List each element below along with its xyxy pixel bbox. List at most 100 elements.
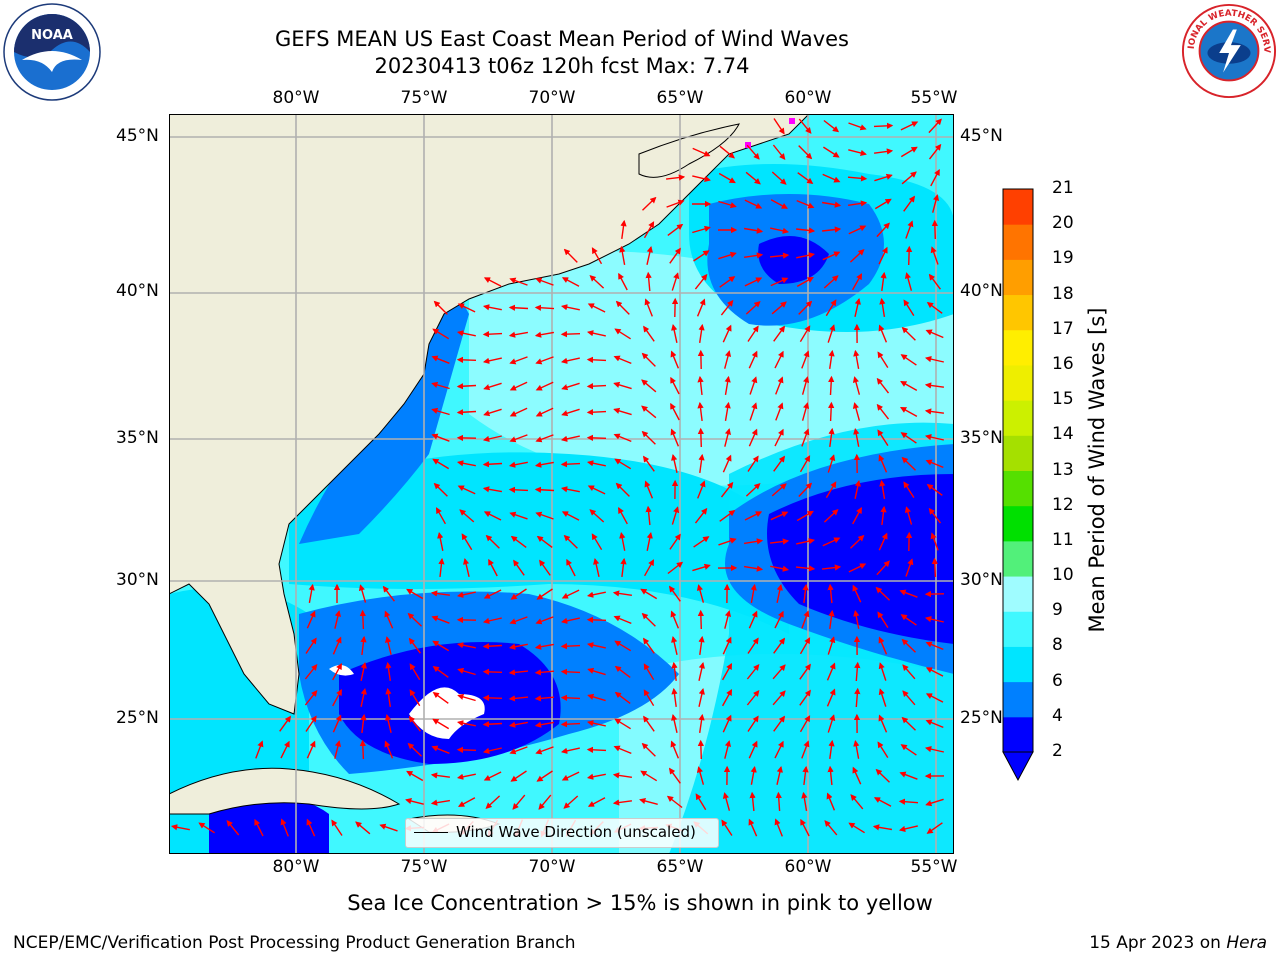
- wind-wave-arrow: [670, 402, 680, 421]
- noaa-logo-text: NOAA: [31, 28, 73, 43]
- lon-label-top-70w: 70°W: [528, 88, 576, 108]
- wind-wave-arrow: [718, 251, 737, 260]
- wind-wave-arrow: [669, 533, 681, 550]
- wind-wave-arrow: [308, 583, 315, 604]
- wind-wave-arrow: [722, 792, 731, 811]
- wind-wave-arrow: [931, 219, 939, 240]
- wind-wave-arrow: [613, 355, 632, 365]
- wind-wave-arrow: [693, 536, 710, 548]
- wind-wave-arrow: [847, 175, 868, 182]
- wind-wave-arrow: [697, 609, 705, 630]
- wind-wave-arrow: [561, 382, 580, 391]
- wind-wave-arrow: [671, 635, 678, 655]
- wind-wave-arrow: [641, 430, 656, 445]
- wind-wave-arrow: [614, 665, 631, 678]
- wind-wave-arrow: [876, 403, 890, 420]
- wind-wave-arrow: [799, 689, 811, 706]
- wind-wave-arrow: [772, 664, 786, 680]
- wind-wave-arrow: [851, 273, 863, 291]
- wind-wave-arrow: [457, 303, 476, 313]
- wind-wave-arrow: [827, 324, 836, 343]
- wind-wave-arrow: [719, 509, 736, 522]
- wind-wave-arrow: [482, 304, 502, 311]
- wind-wave-arrow: [534, 486, 555, 493]
- wind-wave-arrow: [355, 821, 371, 835]
- wind-wave-arrow: [876, 222, 890, 238]
- wind-wave-arrow: [586, 356, 607, 363]
- wind-wave-arrow: [900, 354, 917, 366]
- wind-wave-arrow: [538, 794, 552, 810]
- wind-wave-arrow: [586, 720, 606, 727]
- wind-wave-arrow: [668, 767, 681, 784]
- wind-wave-arrow: [615, 300, 630, 315]
- wind-wave-arrow: [798, 300, 813, 315]
- wind-wave-arrow: [697, 739, 705, 760]
- wind-wave-arrow: [591, 247, 603, 265]
- wind-wave-arrow: [903, 299, 915, 316]
- wind-wave-arrow: [483, 589, 502, 599]
- wind-wave-arrow: [385, 713, 392, 733]
- wind-wave-arrow: [534, 695, 555, 702]
- lon-label-bottom-75w: 75°W: [400, 857, 448, 877]
- colorbar-band: [1003, 189, 1033, 225]
- wind-wave-arrow: [878, 714, 888, 733]
- wind-wave-arrow: [482, 668, 503, 676]
- wind-wave-arrow: [873, 797, 892, 807]
- wind-wave-arrow: [645, 505, 652, 526]
- wind-wave-arrow: [724, 610, 732, 629]
- wind-wave-arrow: [696, 766, 705, 785]
- lat-label-right-40n: 40°N: [960, 281, 1003, 301]
- colorbar-tick-label: 18: [1052, 283, 1074, 304]
- wind-wave-arrow: [280, 818, 289, 837]
- wind-wave-arrow: [852, 376, 861, 395]
- wind-wave-arrow: [748, 610, 758, 629]
- wind-wave-arrow: [509, 511, 528, 520]
- wind-wave-arrow: [822, 226, 842, 233]
- wind-wave-arrow: [384, 610, 394, 629]
- wind-wave-arrow: [431, 745, 450, 754]
- wind-wave-arrow: [646, 245, 653, 265]
- wind-wave-arrow: [666, 199, 685, 208]
- wind-wave-arrow: [483, 382, 502, 391]
- wind-wave-arrow: [510, 588, 527, 600]
- colorbar-tick-label: 4: [1052, 705, 1063, 726]
- wind-wave-arrow: [930, 246, 939, 265]
- wind-wave-arrow: [586, 383, 607, 390]
- wind-wave-arrow: [748, 428, 758, 447]
- wind-wave-arrow: [563, 795, 579, 809]
- wind-wave-arrow: [878, 662, 887, 681]
- wind-wave-arrow: [488, 558, 498, 577]
- wind-wave-arrow: [827, 454, 836, 473]
- wind-wave-arrow: [901, 326, 916, 341]
- wind-wave-arrow: [560, 694, 581, 701]
- colorbar-band: [1003, 505, 1033, 542]
- wind-wave-arrow: [718, 537, 737, 546]
- wind-wave-arrow: [483, 277, 502, 287]
- wind-wave-arrow: [619, 531, 626, 551]
- wind-wave-arrow: [722, 324, 732, 343]
- wind-wave-arrow: [535, 407, 554, 417]
- wind-wave-arrow: [743, 227, 764, 234]
- wind-wave-arrow: [456, 591, 476, 598]
- wind-wave-arrow: [849, 249, 865, 263]
- wind-wave-arrow: [800, 818, 810, 837]
- colorbar-tick-label: 17: [1052, 318, 1074, 339]
- wind-wave-arrow: [534, 721, 555, 728]
- wind-wave-arrow: [508, 721, 528, 728]
- colorbar-band: [1003, 435, 1033, 471]
- colorbar-band: [1003, 611, 1033, 647]
- wind-wave-arrow: [405, 797, 424, 805]
- wind-wave-arrow: [614, 458, 632, 470]
- colorbar-band: [1003, 681, 1033, 718]
- wind-wave-arrow: [560, 721, 581, 728]
- wind-wave-arrow: [773, 715, 786, 732]
- wind-wave-arrow: [482, 721, 503, 728]
- wind-wave-arrow: [409, 689, 421, 707]
- lon-label-top-60w: 60°W: [784, 88, 832, 108]
- wind-wave-arrow: [332, 714, 342, 733]
- wind-wave-arrow: [692, 225, 711, 234]
- wind-wave-arrow: [671, 272, 680, 291]
- wind-wave-arrow: [535, 381, 554, 391]
- wind-wave-arrow: [456, 356, 477, 364]
- vector-legend-line: [414, 832, 448, 833]
